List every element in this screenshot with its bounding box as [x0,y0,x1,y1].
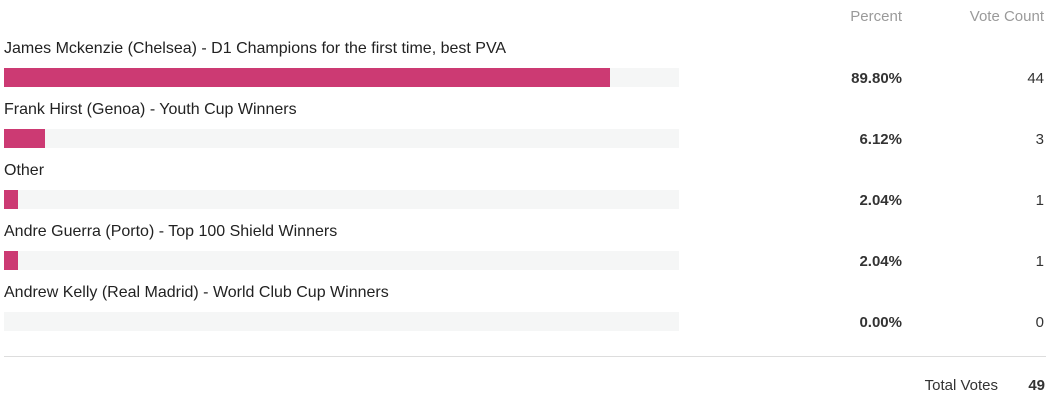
option-percent: 6.12% [859,131,902,148]
bar-fill [4,251,18,270]
option-vote-count: 1 [1035,192,1044,209]
bar-fill [4,129,46,148]
bar-fill [4,68,611,87]
option-label: Other [4,162,45,179]
bar-track [4,251,679,270]
total-votes-label: Total Votes [924,377,998,394]
option-label: James Mckenzie (Chelsea) - D1 Champions … [4,40,507,57]
option-vote-count: 0 [1035,314,1044,331]
poll-option-row: Frank Hirst (Genoa) - Youth Cup Winners 6… [4,101,1046,162]
option-percent: 0.00% [859,314,902,331]
option-label: Andre Guerra (Porto) - Top 100 Shield Wi… [4,223,338,240]
poll-option-row: Andrew Kelly (Real Madrid) - World Club … [4,284,1046,345]
poll-option-row: James Mckenzie (Chelsea) - D1 Champions … [4,40,1046,101]
total-votes-value: 49 [1028,377,1045,394]
bar-track [4,312,679,331]
percent-column-header: Percent [850,8,902,25]
option-label: Frank Hirst (Genoa) - Youth Cup Winners [4,101,297,118]
bar-track [4,68,679,87]
option-vote-count: 1 [1035,253,1044,270]
poll-results-chart: James Mckenzie (Chelsea) - D1 Champions … [4,40,1046,345]
option-percent: 2.04% [859,253,902,270]
divider [4,356,1046,357]
vote-count-column-header: Vote Count [969,8,1044,25]
option-percent: 89.80% [851,70,902,87]
bar-fill [4,190,18,209]
option-label: Andrew Kelly (Real Madrid) - World Club … [4,284,389,301]
poll-option-row: Andre Guerra (Porto) - Top 100 Shield Wi… [4,223,1046,284]
option-vote-count: 3 [1035,131,1044,148]
option-vote-count: 44 [1027,70,1044,87]
option-percent: 2.04% [859,192,902,209]
poll-option-row: Other 2.04% 1 [4,162,1046,223]
bar-track [4,190,679,209]
bar-track [4,129,679,148]
